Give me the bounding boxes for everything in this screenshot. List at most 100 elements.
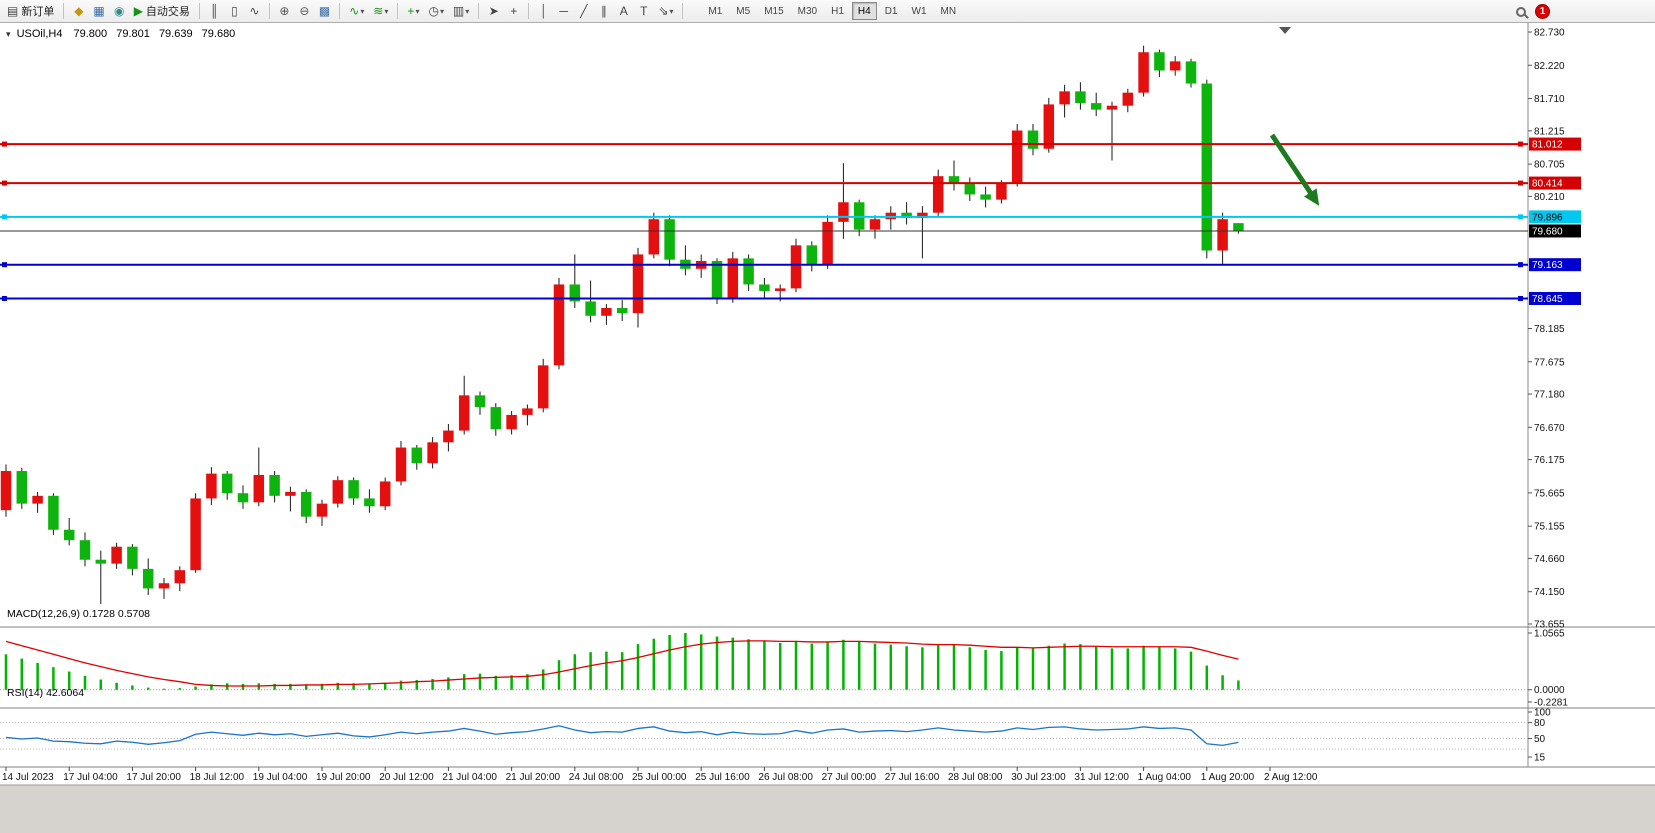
chevron-down-icon: ▾ [415, 6, 420, 16]
toolbar-separator [682, 3, 684, 19]
price-tag-79.896: 79.896 [1529, 210, 1581, 224]
chart-canvas[interactable]: 82.730 82.220 81.710 81.215 80.705 80.210 78.1… [0, 23, 1655, 833]
down-right-arrow-annotation [1269, 133, 1315, 197]
svg-text:31 Jul 12:00: 31 Jul 12:00 [1074, 772, 1129, 783]
bar-chart-button[interactable]: ║ [205, 2, 224, 21]
add-chart-icon: + [407, 4, 415, 18]
chevron-down-icon: ▾ [360, 6, 365, 16]
equidistant-channel-button[interactable]: ∥ [594, 2, 613, 21]
clock-icon: ◷ [428, 4, 439, 18]
toolbar-separator [528, 3, 530, 19]
timeframe-mn-button[interactable]: MN [940, 5, 957, 17]
label-tool-icon: T [640, 4, 648, 18]
svg-text:79.896: 79.896 [1532, 212, 1563, 223]
svg-text:21 Jul 20:00: 21 Jul 20:00 [506, 772, 561, 783]
svg-text:79.163: 79.163 [1532, 260, 1563, 271]
svg-text:2 Aug 12:00: 2 Aug 12:00 [1264, 772, 1318, 783]
line-chart-button[interactable]: ∿ [245, 2, 264, 21]
auto-trading-button[interactable]: ▶ 自动交易 [130, 2, 194, 21]
toolbar-right: 1 [1516, 0, 1550, 23]
svg-text:1 Aug 04:00: 1 Aug 04:00 [1138, 772, 1192, 783]
timeframe-m5-button[interactable]: M5 [736, 5, 751, 17]
svg-text:77.675: 77.675 [1534, 357, 1565, 368]
periods-button[interactable]: ◷ ▾ [424, 2, 448, 21]
timeframe-m1-button[interactable]: M1 [708, 5, 723, 17]
arrows-tool-button[interactable]: ⇘ ▾ [654, 2, 677, 21]
crosshair-icon: + [510, 4, 518, 18]
svg-text:17 Jul 04:00: 17 Jul 04:00 [63, 772, 118, 783]
svg-text:80.705: 80.705 [1534, 160, 1565, 171]
svg-text:78.185: 78.185 [1534, 324, 1565, 335]
equidistant-channel-icon: ∥ [600, 4, 607, 18]
search-icon[interactable] [1516, 6, 1526, 17]
timeframe-d1-button[interactable]: D1 [884, 5, 898, 17]
horizontal-line-button[interactable]: ─ [554, 2, 573, 21]
svg-text:27 Jul 00:00: 27 Jul 00:00 [822, 772, 877, 783]
new-order-button[interactable]: ▤ 新订单 [3, 2, 58, 21]
crosshair-button[interactable]: + [504, 2, 523, 21]
svg-text:82.220: 82.220 [1534, 61, 1565, 72]
annotations[interactable] [1269, 27, 1320, 206]
chevron-down-icon: ▾ [384, 6, 389, 16]
horizontal-line-objects[interactable] [0, 141, 1528, 301]
timeframe-m30-button[interactable]: M30 [797, 5, 818, 17]
svg-text:75.665: 75.665 [1534, 488, 1565, 499]
toolbar-separator [268, 3, 270, 19]
svg-text:81.215: 81.215 [1534, 126, 1565, 137]
add-chart-button[interactable]: + ▾ [403, 2, 423, 21]
arrowhead [1304, 188, 1320, 206]
arrows-tool-icon: ⇘ [658, 4, 669, 18]
zoom-in-button[interactable]: ⊕ [275, 2, 294, 21]
new-order-label: 新订单 [21, 6, 55, 18]
svg-text:74.150: 74.150 [1534, 587, 1565, 598]
navigator-icon: ▦ [93, 4, 105, 18]
notification-badge[interactable]: 1 [1535, 4, 1550, 19]
svg-text:19 Jul 20:00: 19 Jul 20:00 [316, 772, 371, 783]
timeframe-h1-button[interactable]: H1 [831, 5, 844, 17]
market-watch-button[interactable]: ◆ [69, 2, 88, 21]
text-tool-button[interactable]: A [614, 2, 633, 21]
svg-text:81.710: 81.710 [1534, 94, 1565, 105]
toolbar-separator [198, 3, 200, 19]
cursor-button[interactable]: ➤ [484, 2, 503, 21]
indicators-icon: ∿ [349, 4, 360, 18]
svg-text:74.660: 74.660 [1534, 554, 1565, 565]
timeframe-w1-button[interactable]: W1 [911, 5, 927, 17]
timeframe-m15-button[interactable]: M15 [764, 5, 784, 17]
indicator-windows-icon: ≋ [373, 4, 384, 18]
navigator-button[interactable]: ▦ [89, 2, 108, 21]
toolbar-separator [478, 3, 480, 19]
svg-text:100: 100 [1534, 708, 1551, 719]
toolbar: ▤ 新订单 ◆ ▦ ◉ ▶ 自动交易 ║ ▯ ∿ ⊕ ⊖ [0, 0, 1655, 23]
trendline-button[interactable]: ╱ [574, 2, 593, 21]
zoom-out-button[interactable]: ⊖ [295, 2, 314, 21]
price-tag-81.012: 81.012 [1529, 137, 1581, 151]
label-tool-button[interactable]: T [634, 2, 653, 21]
tile-windows-button[interactable]: ▩ [315, 2, 334, 21]
svg-text:76.175: 76.175 [1534, 455, 1565, 466]
indicators-button[interactable]: ∿ ▾ [345, 2, 368, 21]
svg-text:24 Jul 08:00: 24 Jul 08:00 [569, 772, 624, 783]
svg-text:79.680: 79.680 [1532, 226, 1563, 237]
svg-text:1.0565: 1.0565 [1534, 629, 1565, 640]
templates-button[interactable]: ▥ ▾ [449, 2, 473, 21]
svg-text:15: 15 [1534, 753, 1546, 764]
line-chart-icon: ∿ [249, 4, 260, 18]
indicator-windows-button[interactable]: ≋ ▾ [369, 2, 392, 21]
trendline-icon: ╱ [580, 4, 588, 18]
chevron-down-icon: ▾ [439, 6, 444, 16]
chevron-down-icon: ▾ [669, 6, 674, 16]
svg-text:25 Jul 16:00: 25 Jul 16:00 [695, 772, 750, 783]
terminal-button[interactable]: ◉ [110, 2, 129, 21]
new-order-icon: ▤ [7, 4, 19, 18]
candlestick-chart-button[interactable]: ▯ [225, 2, 244, 21]
toolbar-separator [63, 3, 65, 19]
chart-shift-marker[interactable] [1279, 27, 1291, 34]
vertical-line-button[interactable]: │ [534, 2, 553, 21]
svg-text:77.180: 77.180 [1534, 390, 1565, 401]
candlestick-chart-icon: ▯ [231, 4, 238, 18]
timeframe-h4-button[interactable]: H4 [851, 2, 877, 20]
svg-text:18 Jul 12:00: 18 Jul 12:00 [190, 772, 245, 783]
horizontal-line-icon: ─ [559, 4, 569, 18]
